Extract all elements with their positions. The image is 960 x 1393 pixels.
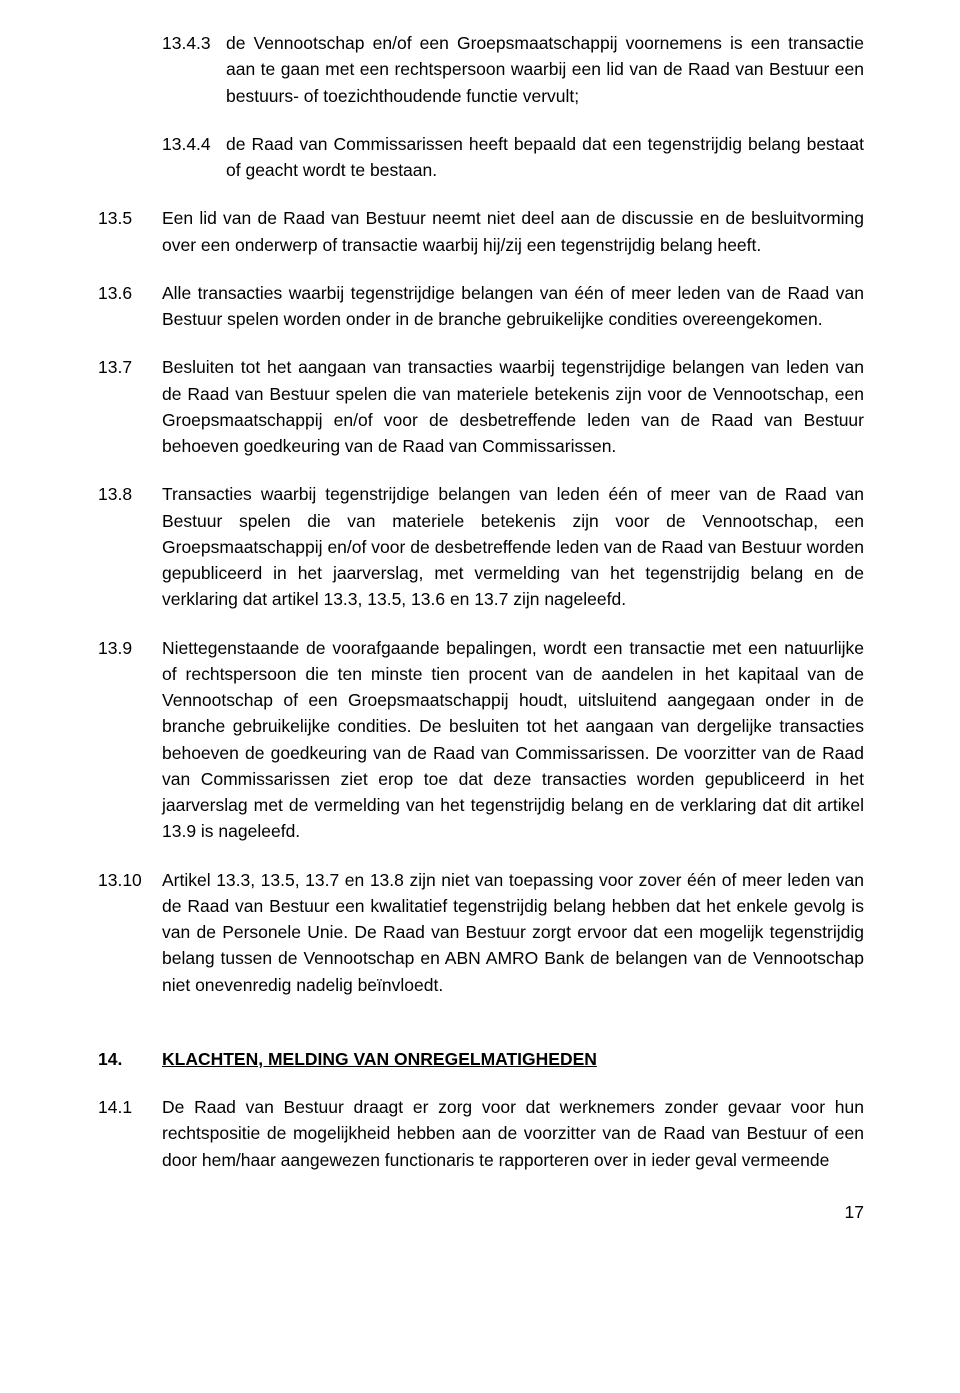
- article-number: 13.10: [98, 867, 162, 998]
- section-title: KLACHTEN, MELDING VAN ONREGELMATIGHEDEN: [162, 1046, 864, 1072]
- article-item: 14.1De Raad van Bestuur draagt er zorg v…: [98, 1094, 864, 1173]
- article-list: 13.4.3de Vennootschap en/of een Groepsma…: [98, 30, 864, 998]
- article-number: 13.9: [98, 635, 162, 845]
- section-heading: 14. KLACHTEN, MELDING VAN ONREGELMATIGHE…: [98, 1046, 864, 1072]
- article-number: 14.1: [98, 1094, 162, 1173]
- article-text: Alle transacties waarbij tegenstrijdige …: [162, 280, 864, 333]
- article-text: Besluiten tot het aangaan van transactie…: [162, 354, 864, 459]
- article-number: 13.4.4: [162, 131, 226, 184]
- article-text: Artikel 13.3, 13.5, 13.7 en 13.8 zijn ni…: [162, 867, 864, 998]
- article-item: 13.8Transacties waarbij tegenstrijdige b…: [98, 481, 864, 612]
- article-number: 13.8: [98, 481, 162, 612]
- article-text: Een lid van de Raad van Bestuur neemt ni…: [162, 205, 864, 258]
- article-text: de Vennootschap en/of een Groepsmaatscha…: [226, 30, 864, 109]
- article-text: Transacties waarbij tegenstrijdige belan…: [162, 481, 864, 612]
- article-item: 13.6Alle transacties waarbij tegenstrijd…: [98, 280, 864, 333]
- article-item: 13.9Niettegenstaande de voorafgaande bep…: [98, 635, 864, 845]
- article-text: De Raad van Bestuur draagt er zorg voor …: [162, 1094, 864, 1173]
- article-item: 13.10Artikel 13.3, 13.5, 13.7 en 13.8 zi…: [98, 867, 864, 998]
- article-item: 13.7Besluiten tot het aangaan van transa…: [98, 354, 864, 459]
- article-text: de Raad van Commissarissen heeft bepaald…: [226, 131, 864, 184]
- article-text: Niettegenstaande de voorafgaande bepalin…: [162, 635, 864, 845]
- article-number: 13.4.3: [162, 30, 226, 109]
- article-number: 13.6: [98, 280, 162, 333]
- page-number: 17: [98, 1199, 864, 1225]
- article-item: 13.5Een lid van de Raad van Bestuur neem…: [98, 205, 864, 258]
- article-number: 13.5: [98, 205, 162, 258]
- section-article-list: 14.1De Raad van Bestuur draagt er zorg v…: [98, 1094, 864, 1173]
- section-number: 14.: [98, 1046, 162, 1072]
- article-number: 13.7: [98, 354, 162, 459]
- article-item: 13.4.3de Vennootschap en/of een Groepsma…: [162, 30, 864, 109]
- article-item: 13.4.4de Raad van Commissarissen heeft b…: [162, 131, 864, 184]
